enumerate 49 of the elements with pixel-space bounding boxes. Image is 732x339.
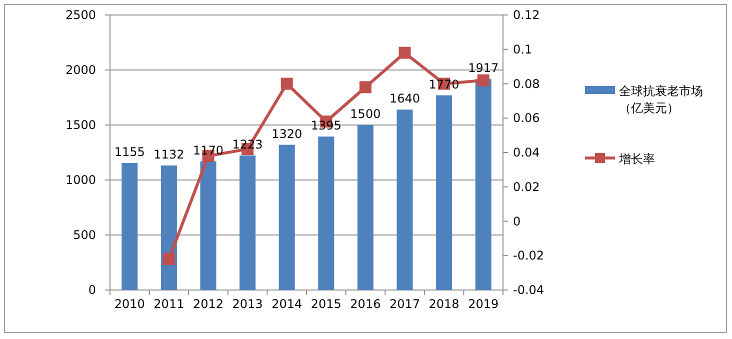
y2-tick-label: 0.06 [513,111,540,126]
data-label: 1132 [154,147,184,162]
bar [318,136,334,290]
y-tick-label: 500 [73,228,96,242]
bar [436,95,452,290]
x-tick-label: 2014 [272,297,302,311]
x-tick-label: 2019 [468,297,499,311]
x-tick-label: 2011 [154,297,184,311]
data-label: 1917 [468,61,499,76]
bar [278,144,295,290]
y-tick-label: 1000 [65,173,96,187]
bar [200,161,216,290]
x-tick-label: 2016 [350,297,381,311]
legend-label: 增长率 [618,152,655,166]
bar [357,125,374,290]
x-tick-label: 2015 [310,297,342,311]
x-tick-label: 2013 [232,297,263,311]
point [359,81,372,94]
y2-tick-label: 0 [513,214,521,228]
point [280,78,293,90]
x-tick-label: 2010 [114,297,145,311]
bar [475,79,492,290]
point [398,46,411,59]
y2-tick-label: 0.08 [513,76,540,91]
data-label: 1640 [389,92,420,106]
point [477,74,490,86]
y2-tick-label: 0.1 [513,42,532,56]
y2-tick-label: 0.12 [513,8,540,22]
y2-tick-label: -0.04 [513,283,544,297]
data-label: 1320 [272,126,302,141]
data-label: 1155 [114,144,145,159]
y2-tick-label: 0.02 [513,180,540,194]
bar [240,155,256,290]
y-tick-label: 0 [88,283,96,297]
y2-tick-label: -0.02 [513,248,544,263]
y2-tick-label: 0.04 [513,146,540,160]
y-tick-label: 2000 [65,63,96,77]
x-tick-label: 2018 [428,297,460,311]
data-label: 1500 [350,107,381,121]
bar [122,162,138,290]
x-tick-label: 2012 [192,297,224,311]
legend-label: 全球抗衰老市场（亿美元） [619,84,703,115]
bar [160,165,177,290]
x-tick-label: 2017 [389,297,420,311]
y-tick-label: 2500 [65,8,96,22]
y-tick-label: 1500 [65,118,96,132]
point [162,253,175,266]
bar [396,110,413,290]
data-label: 1395 [310,118,342,133]
